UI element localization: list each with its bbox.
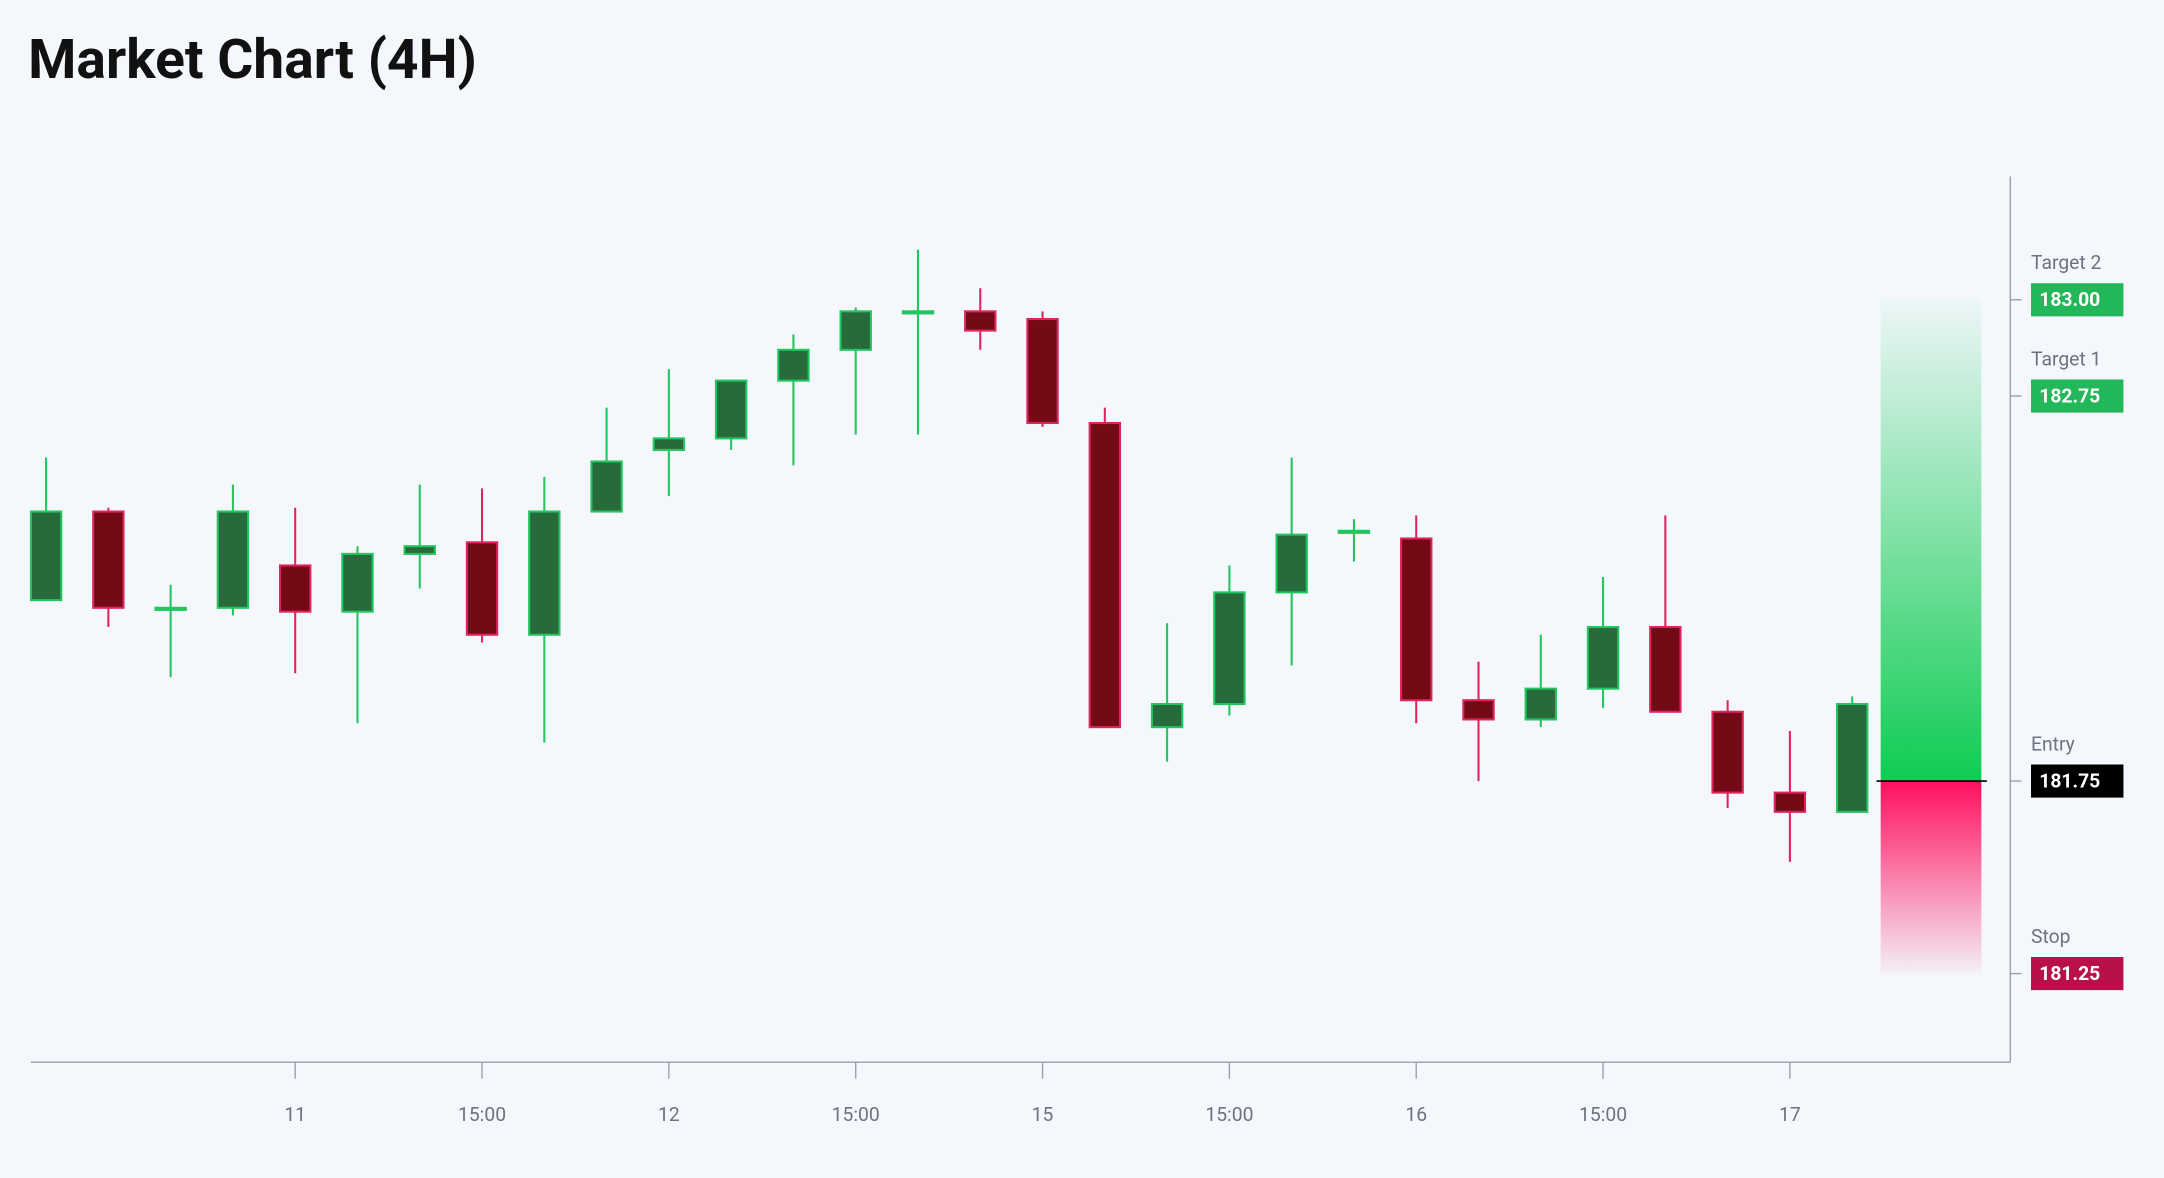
loss-zone (1880, 781, 1982, 974)
chart-title: Market Chart (4H) (28, 28, 477, 92)
level-value: 181.25 (2039, 962, 2100, 985)
candle-body (839, 310, 872, 351)
candle-body (1773, 791, 1807, 813)
candle-body (1400, 537, 1433, 702)
x-tick-label: 11 (284, 1103, 306, 1126)
candle-body (29, 510, 63, 602)
candle-body (1088, 421, 1122, 729)
candle-body (1462, 699, 1495, 721)
x-tick-label: 15:00 (1579, 1103, 1627, 1126)
candle-body (92, 510, 125, 609)
level-badge (2031, 379, 2124, 413)
candle-body (278, 564, 312, 613)
candle-body (901, 310, 935, 315)
profit-zone (1880, 299, 1982, 782)
x-tick-label: 15:00 (1205, 1103, 1253, 1126)
x-tick-label: 15 (1032, 1103, 1054, 1126)
candle-body (1213, 591, 1246, 706)
level-value: 183.00 (2039, 288, 2100, 311)
candle-body (1711, 710, 1744, 794)
candle-body (216, 510, 250, 609)
x-tick-label: 15:00 (458, 1103, 506, 1126)
x-tick-label: 12 (658, 1103, 680, 1126)
level-name: Target 1 (2031, 347, 2101, 370)
level-value: 181.75 (2039, 770, 2100, 793)
level-value: 182.75 (2039, 385, 2100, 408)
candle-body (964, 310, 997, 332)
candle-body (1337, 529, 1371, 534)
candle-body (154, 606, 187, 611)
candle-body (403, 545, 436, 555)
level-badge (2031, 957, 2124, 991)
candle-body (1524, 687, 1557, 721)
candle-body (1586, 626, 1620, 690)
x-tick-label: 17 (1779, 1103, 1801, 1126)
candle-body (714, 379, 748, 440)
level-badge (2031, 283, 2124, 317)
x-tick-label: 16 (1405, 1103, 1427, 1126)
candle-body (1649, 626, 1682, 713)
candle-body (341, 552, 374, 613)
candle-body (1026, 317, 1059, 425)
level-badge (2031, 764, 2124, 798)
candle-body (590, 460, 623, 513)
candle-body (1150, 703, 1184, 729)
candle-body (1275, 533, 1308, 594)
candle-body (777, 348, 810, 382)
candle-body (528, 510, 561, 636)
candle-body (465, 541, 499, 636)
level-name: Target 2 (2031, 251, 2101, 274)
candle-body (652, 437, 686, 451)
x-tick-label: 15:00 (832, 1103, 880, 1126)
candle-body (1835, 703, 1869, 813)
level-name: Entry (2031, 732, 2075, 755)
level-name: Stop (2031, 925, 2070, 948)
